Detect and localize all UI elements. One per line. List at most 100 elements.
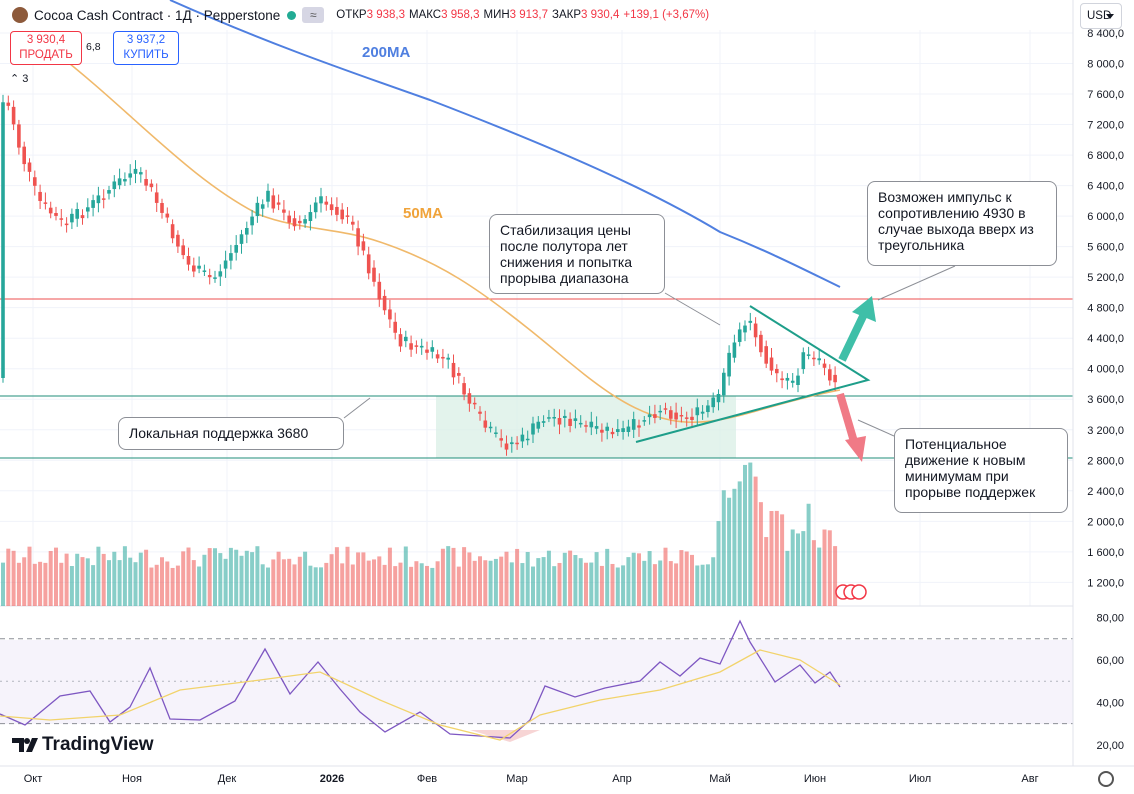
time-axis[interactable]: Окт Ноя Дек 2026 Фев Мар Апр Май Июн Июл Авг (0, 765, 1134, 785)
ma200-label: 200MA (362, 44, 411, 61)
volume-bar (382, 564, 387, 606)
brand-name: TradingView (42, 734, 154, 755)
candle-body (663, 408, 668, 410)
candle-body (531, 423, 535, 435)
annotation-breakdown: Потенциальное движение к новым минимумам… (894, 428, 1068, 513)
currency-select[interactable]: USD (1080, 3, 1122, 29)
candle-body (335, 206, 339, 215)
candle-body (260, 204, 265, 209)
volume-bar (372, 559, 376, 606)
volume-bar (207, 548, 212, 606)
volume-bar (721, 490, 726, 606)
rsi-ma-line (0, 649, 841, 741)
candle-body (1, 102, 5, 378)
candle-body (17, 124, 21, 148)
volume-bar (573, 555, 578, 606)
volume-bar (409, 566, 414, 606)
volume-bar (345, 546, 350, 606)
volume-bar (647, 551, 652, 606)
volume-bar (774, 510, 779, 606)
candle-body (684, 417, 689, 419)
price-tick-label: 2 800,0 (1087, 455, 1124, 467)
candle-body (377, 281, 382, 300)
volume-bar (785, 550, 790, 606)
volume-bar (340, 563, 345, 606)
candle-body (499, 438, 503, 441)
indicators-toggle[interactable]: ⌃ 3 (10, 72, 28, 85)
volume-bar (541, 557, 546, 606)
arrow-down-head (845, 436, 866, 462)
candle-body (425, 349, 429, 353)
candle-body (313, 202, 318, 213)
candle-body (218, 271, 223, 277)
candle-body (91, 200, 95, 208)
candle-body (451, 362, 456, 378)
volume-bar (393, 566, 398, 606)
candle-body (324, 201, 329, 205)
rsi-line (0, 619, 841, 739)
candle-body (610, 431, 615, 435)
candle-body (722, 372, 726, 396)
volume-bar (186, 547, 191, 606)
buy-button[interactable]: 3 937,2 КУПИТЬ (113, 31, 179, 65)
candle-body (239, 234, 244, 244)
rsi-pane-bg (0, 606, 1073, 766)
candle-body (271, 195, 276, 209)
volume-bar (674, 563, 679, 606)
volume-bar (504, 551, 509, 606)
candle-body (541, 421, 546, 423)
price-tick-label: 7 600,0 (1087, 89, 1124, 101)
compare-button[interactable]: ≈ (302, 7, 325, 23)
volume-bar (403, 546, 408, 606)
volume-bar (806, 503, 811, 606)
volume-bars (1, 462, 838, 606)
volume-bar (350, 564, 355, 606)
volume-bar (377, 556, 382, 606)
volume-bar (732, 488, 737, 606)
candle-body (637, 425, 641, 428)
candle-body (653, 414, 657, 418)
volume-bar (562, 552, 567, 606)
volume-bar (80, 557, 85, 606)
candle-body (160, 203, 164, 213)
candle-body (669, 410, 673, 419)
sell-button[interactable]: 3 930,4 ПРОДАТЬ (10, 31, 82, 65)
brand-logo[interactable]: TradingView (12, 734, 154, 756)
volume-bar (181, 551, 186, 606)
volume-bar (705, 564, 710, 606)
volume-bar (552, 566, 557, 606)
candle-body (785, 377, 790, 381)
volume-bar (621, 565, 626, 606)
candle-body (255, 202, 260, 217)
candle-body (769, 357, 774, 371)
volume-bar (260, 564, 265, 606)
rsi-tick-label: 60,00 (1096, 655, 1124, 667)
volume-bar (144, 549, 149, 606)
volume-bar (827, 530, 832, 606)
candle-body (743, 325, 747, 333)
candle-body (340, 209, 344, 220)
chart-header: Cocoa Cash Contract · 1Д · Pepperstone ≈… (0, 0, 709, 30)
callout-line (343, 397, 371, 419)
volume-bar (223, 558, 228, 606)
candle-body (467, 393, 472, 404)
candles (1, 94, 837, 456)
candle-body (446, 357, 450, 360)
buy-label: КУПИТЬ (123, 49, 169, 61)
volume-bar (101, 553, 106, 606)
candle-body (27, 162, 32, 172)
volume-bar (271, 559, 276, 606)
time-tick-label: Мар (506, 773, 528, 785)
volume-bar (658, 560, 663, 606)
candle-body (356, 228, 360, 247)
candle-body (658, 410, 662, 413)
price-tick-label: 7 200,0 (1087, 120, 1124, 132)
price-axis[interactable]: 8 400,0 8 000,0 7 600,0 7 200,0 6 800,0 6 400… (1087, 28, 1124, 752)
gear-icon[interactable] (1098, 771, 1114, 787)
volume-bar (796, 533, 800, 606)
volume-bar (297, 556, 302, 606)
symbol-title[interactable]: Cocoa Cash Contract · 1Д · Pepperstone (34, 7, 281, 23)
candle-body (6, 102, 11, 106)
candle-body (176, 234, 180, 247)
